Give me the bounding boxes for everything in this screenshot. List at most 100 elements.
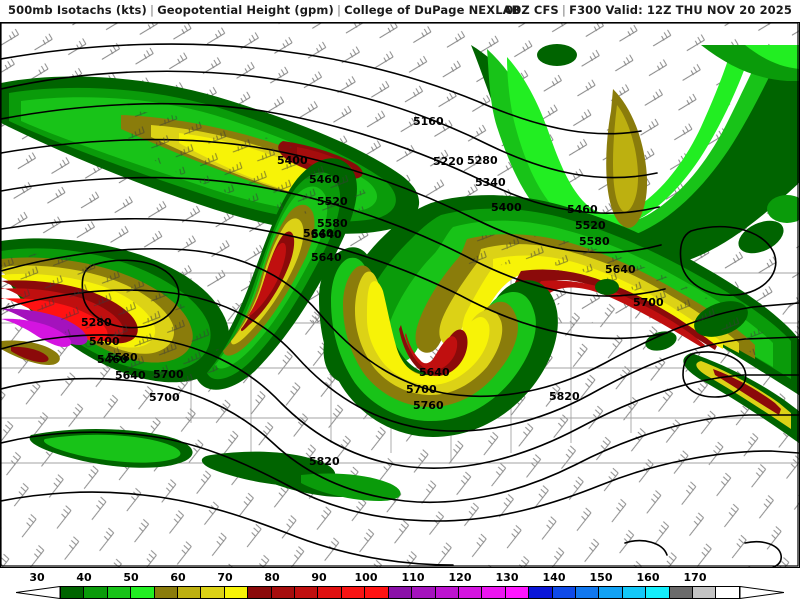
colorbar-bin-40-45 xyxy=(107,587,132,598)
contour-label: 5700 xyxy=(633,296,664,309)
colorbar-bin-60-65 xyxy=(201,587,225,598)
header-product-label: 500mb Isotachs (kts) xyxy=(8,3,147,17)
contour-label: 5640 xyxy=(303,227,334,240)
svg-text:5340: 5340 xyxy=(475,176,506,189)
colorbar-bin-150-155 xyxy=(622,587,647,598)
svg-text:5700: 5700 xyxy=(633,296,664,309)
colorbar-tick-60: 60 xyxy=(170,571,186,584)
header-valid-label: F300 Valid: 12Z THU NOV 20 2025 xyxy=(569,3,792,17)
svg-text:5700: 5700 xyxy=(149,391,180,404)
svg-text:5400: 5400 xyxy=(491,201,522,214)
svg-text:5820: 5820 xyxy=(309,455,340,468)
contour-label: 5460 xyxy=(567,203,598,216)
header-source-label: College of DuPage NEXLAB xyxy=(344,3,521,17)
colorbar-bin-55-60 xyxy=(178,587,202,598)
header-separator-1: | xyxy=(149,3,155,17)
contour-label: 5580 xyxy=(579,235,610,248)
svg-text:5640: 5640 xyxy=(419,366,450,379)
svg-text:5280: 5280 xyxy=(467,154,498,167)
colorbar-under-cap xyxy=(16,586,60,599)
colorbar-bin-125-130 xyxy=(505,587,530,598)
colorbar-tick-90: 90 xyxy=(311,571,327,584)
colorbar-over-cap xyxy=(740,586,784,599)
svg-text:5460: 5460 xyxy=(567,203,598,216)
contour-label: 5520 xyxy=(575,219,606,232)
colorbar-bin-140-145 xyxy=(575,587,600,598)
svg-text:5220: 5220 xyxy=(433,155,464,168)
colorbar-bin-115-120 xyxy=(458,587,483,598)
contour-label: 5700 xyxy=(406,383,437,396)
colorbar-tick-40: 40 xyxy=(76,571,92,584)
svg-text:5400: 5400 xyxy=(89,335,120,348)
colorbar-bin-170-175 xyxy=(716,587,739,598)
contour-label: 5700 xyxy=(153,368,184,381)
svg-text:5640: 5640 xyxy=(311,228,342,241)
colorbar-tick-80: 80 xyxy=(264,571,280,584)
contour-label: 5580 xyxy=(317,217,348,230)
colorbar-bin-100-105 xyxy=(388,587,413,598)
colorbar-tick-130: 130 xyxy=(495,571,519,584)
colorbar-bin-90-95 xyxy=(341,587,366,598)
colorbar-tick-150: 150 xyxy=(589,571,613,584)
contour-label: 5460 xyxy=(97,353,128,366)
contour-label: 5640 xyxy=(419,366,450,379)
svg-text:5640: 5640 xyxy=(115,369,146,382)
svg-text:5460: 5460 xyxy=(97,353,128,366)
contour-label: 5340 xyxy=(475,176,506,189)
contour-label: 5760 xyxy=(413,399,444,412)
colorbar-bin-165-170 xyxy=(692,587,717,598)
map-svg: 5160 5220 5280 5340 5400 5460 5520 5580 … xyxy=(1,23,799,567)
svg-text:5640: 5640 xyxy=(605,263,636,276)
colorbar-bin-155-160 xyxy=(646,587,670,598)
colorbar-bin-35-40 xyxy=(84,587,108,598)
colorbar-bin-95-100 xyxy=(365,587,389,598)
colorbar-bin-105-110 xyxy=(412,587,436,598)
contour-label: 5280 xyxy=(81,316,112,329)
contour-label: 5580 xyxy=(107,351,138,364)
svg-text:5400: 5400 xyxy=(277,154,308,167)
header-left-title: 500mb Isotachs (kts) | Geopotential Height… xyxy=(8,3,521,17)
header-model-label: 00Z CFS xyxy=(505,3,559,17)
colorbar-bin-80-85 xyxy=(295,587,319,598)
colorbar-bin-45-50 xyxy=(131,587,155,598)
contour-label: 5400 xyxy=(491,201,522,214)
svg-text:5580: 5580 xyxy=(579,235,610,248)
svg-text:5520: 5520 xyxy=(317,195,348,208)
colorbar-tick-140: 140 xyxy=(542,571,566,584)
contour-label: 5400 xyxy=(89,335,120,348)
colorbar-bin-135-140 xyxy=(552,587,576,598)
header-separator-3: | xyxy=(561,3,567,17)
svg-text:5700: 5700 xyxy=(406,383,437,396)
colorbar-bin-50-55 xyxy=(154,587,179,598)
colorbar-bin-120-125 xyxy=(482,587,506,598)
colorbar-bin-30-35 xyxy=(61,587,85,598)
map-canvas[interactable]: 5160 5220 5280 5340 5400 5460 5520 5580 … xyxy=(0,22,800,568)
colorbar-bin-145-150 xyxy=(599,587,623,598)
colorbar-tick-50: 50 xyxy=(123,571,139,584)
colorbar-segments[interactable] xyxy=(60,586,740,599)
colorbar-bin-130-135 xyxy=(529,587,553,598)
colorbar-tick-100: 100 xyxy=(354,571,378,584)
contour-label: 5640 xyxy=(115,369,146,382)
contour-label: 5640 xyxy=(311,228,342,241)
svg-text:5460: 5460 xyxy=(309,173,340,186)
colorbar-tick-120: 120 xyxy=(448,571,472,584)
colorbar-tick-70: 70 xyxy=(217,571,233,584)
colorbar-tick-30: 30 xyxy=(29,571,45,584)
contour-label: 5820 xyxy=(549,390,580,403)
svg-text:5820: 5820 xyxy=(549,390,580,403)
header-bar: 500mb Isotachs (kts) | Geopotential Height… xyxy=(0,0,800,22)
contour-label: 5220 xyxy=(433,155,464,168)
contour-label: 5640 xyxy=(311,251,342,264)
svg-text:5640: 5640 xyxy=(311,251,342,264)
svg-text:5700: 5700 xyxy=(153,368,184,381)
header-right-title: 00Z CFS | F300 Valid: 12Z THU NOV 20 2025 xyxy=(505,3,792,17)
svg-text:5580: 5580 xyxy=(107,351,138,364)
svg-text:5160: 5160 xyxy=(413,115,444,128)
svg-text:5520: 5520 xyxy=(575,219,606,232)
colorbar[interactable] xyxy=(0,586,800,600)
contour-label: 5640 xyxy=(605,263,636,276)
svg-text:5280: 5280 xyxy=(81,316,112,329)
contour-label: 5640 xyxy=(311,228,342,241)
